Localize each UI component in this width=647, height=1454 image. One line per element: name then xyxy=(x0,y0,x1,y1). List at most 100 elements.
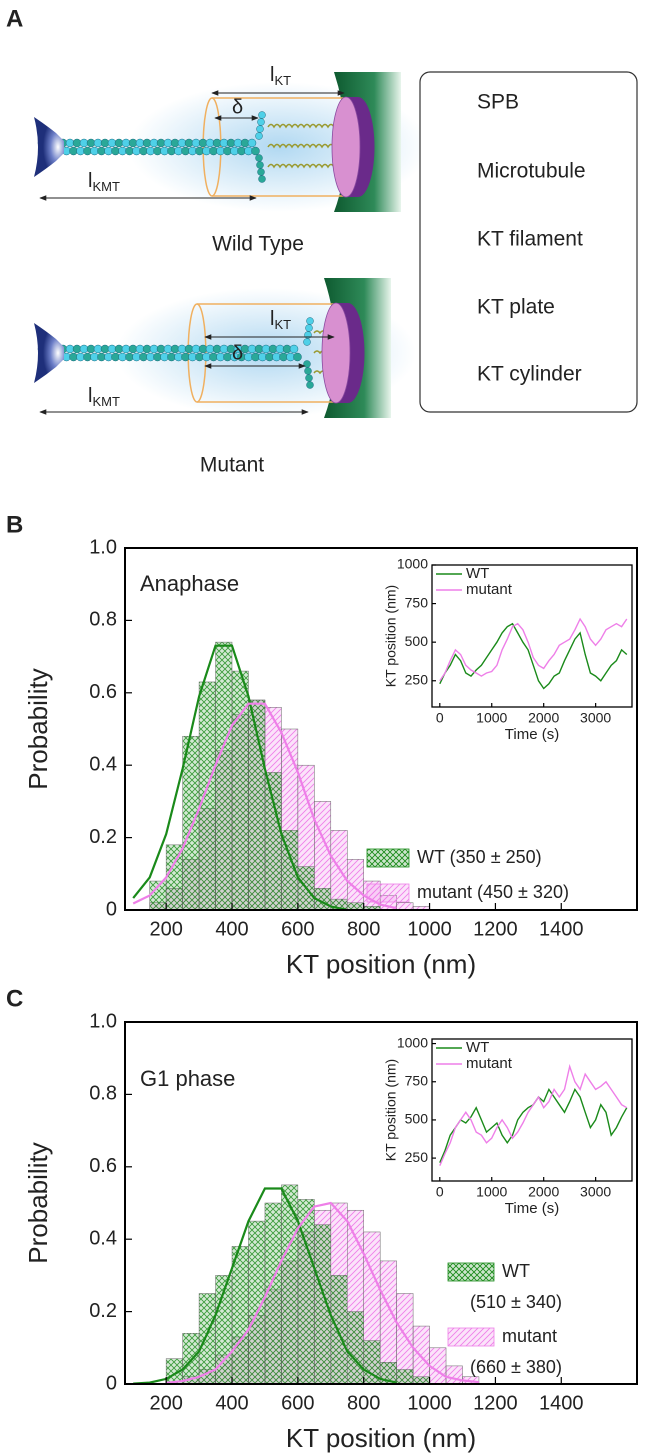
diagram xyxy=(34,72,469,418)
legend-label: mutant xyxy=(466,1055,513,1072)
histogram-bar xyxy=(215,641,233,911)
histogram-bar xyxy=(330,1275,348,1385)
x-tick-label: 1400 xyxy=(539,918,584,940)
protofilament-curl xyxy=(303,338,311,346)
panel-label: C xyxy=(6,985,23,1012)
x-tick-label: 600 xyxy=(281,1392,314,1414)
annotation: Anaphase xyxy=(140,571,239,596)
y-axis-label: Probability xyxy=(23,668,53,789)
x-tick-label: 1000 xyxy=(476,710,507,726)
kt-filament xyxy=(267,123,341,129)
x-tick-label: 200 xyxy=(149,918,182,940)
y-tick-label: 0 xyxy=(106,1372,117,1394)
histogram-bar xyxy=(264,772,282,911)
x-tick-label: 400 xyxy=(215,1392,248,1414)
legend-note: (510 ± 340) xyxy=(470,1292,562,1312)
l-kmt-label: lKMT xyxy=(88,170,120,194)
y-tick-label: 250 xyxy=(405,671,429,687)
kt-plate-face xyxy=(331,96,361,198)
protofilament-curl xyxy=(304,367,312,375)
legend-swatch xyxy=(366,848,410,868)
trace xyxy=(439,1063,628,1166)
x-tick-label: 800 xyxy=(347,918,380,940)
plot-frame xyxy=(431,564,633,708)
fit-curve xyxy=(166,1201,480,1384)
l-kt-label: lKT xyxy=(270,64,291,88)
histogram-bar xyxy=(412,1325,430,1385)
l-kmt-label: lKMT xyxy=(88,385,120,409)
y-axis-label: KT position (nm) xyxy=(383,1059,399,1161)
y-axis-label: Probability xyxy=(23,1142,53,1263)
legend-label: mutant xyxy=(466,581,513,598)
y-tick-label: 750 xyxy=(405,594,429,610)
protofilament-curl xyxy=(306,381,314,389)
histogram-bar xyxy=(396,902,414,911)
panel-label: A xyxy=(6,5,23,32)
y-tick-label: 0 xyxy=(106,898,117,920)
y-tick-label: 0.4 xyxy=(89,1227,117,1249)
kt-filament xyxy=(267,143,341,149)
histogram-bar xyxy=(231,1246,249,1385)
fit-curve xyxy=(132,702,397,910)
legend-label: WT xyxy=(466,1039,489,1056)
x-tick-label: 3000 xyxy=(580,1184,611,1200)
legend-label: Microtubule xyxy=(477,160,586,183)
plot-frame xyxy=(431,1038,633,1182)
legend-label: mutant (450 ± 320) xyxy=(417,882,569,902)
inset-background xyxy=(432,565,632,707)
trace xyxy=(439,622,628,690)
y-tick-label: 500 xyxy=(405,1111,429,1127)
y-tick-label: 0.6 xyxy=(89,681,117,703)
protofilament-curl xyxy=(257,168,265,176)
x-tick-label: 800 xyxy=(347,1392,380,1414)
y-tick-label: 0.2 xyxy=(89,826,117,848)
histogram-bar xyxy=(198,681,216,911)
protofilament-curl xyxy=(258,175,266,183)
legend-label: WT xyxy=(502,1261,530,1281)
x-axis-label: KT position (nm) xyxy=(286,949,476,979)
legend-label: mutant xyxy=(502,1326,557,1346)
histogram-bar xyxy=(429,1347,447,1385)
y-tick-label: 1.0 xyxy=(89,536,117,558)
x-tick-label: 1400 xyxy=(539,1392,584,1414)
delta-label: δ xyxy=(232,96,243,118)
caption: Wild Type xyxy=(212,233,304,256)
inset-background xyxy=(432,1039,632,1181)
y-axis-label: KT position (nm) xyxy=(383,585,399,687)
x-tick-label: 600 xyxy=(281,918,314,940)
y-tick-label: 0.4 xyxy=(89,753,117,775)
panel-label: B xyxy=(6,511,23,538)
histogram-bar xyxy=(347,859,364,911)
protofilament-curl xyxy=(306,317,314,325)
x-tick-label: 1000 xyxy=(407,918,452,940)
x-tick-label: 1200 xyxy=(473,1392,518,1414)
kt-plate-face xyxy=(321,302,351,404)
legend-swatch xyxy=(366,883,410,903)
microtubule-subunit xyxy=(293,352,302,362)
trace xyxy=(439,617,628,682)
x-axis-label: Time (s) xyxy=(505,726,559,743)
histogram-bar xyxy=(396,1369,414,1385)
x-tick-label: 3000 xyxy=(580,710,611,726)
y-tick-label: 0.2 xyxy=(89,1300,117,1322)
microtubule-subunit xyxy=(289,344,299,354)
x-tick-label: 0 xyxy=(436,1184,444,1200)
legend-label: WT (350 ± 250) xyxy=(417,847,542,867)
histogram-bar xyxy=(412,1376,430,1385)
protofilament-curl xyxy=(256,125,264,133)
protofilament-curl xyxy=(256,161,264,169)
x-tick-label: 2000 xyxy=(528,1184,559,1200)
histogram-bar xyxy=(445,1365,463,1385)
legend-note: (660 ± 380) xyxy=(470,1357,562,1377)
y-tick-label: 0.8 xyxy=(89,1083,117,1105)
protofilament-curl xyxy=(257,118,265,126)
x-axis-label: KT position (nm) xyxy=(286,1423,476,1453)
annotation: G1 phase xyxy=(140,1066,235,1091)
y-tick-label: 500 xyxy=(405,633,429,649)
plot-frame xyxy=(124,1021,638,1385)
x-tick-label: 200 xyxy=(149,1392,182,1414)
legend-swatch xyxy=(447,1262,495,1282)
legend-label: WT xyxy=(466,565,489,582)
histogram-bar xyxy=(314,1224,332,1385)
y-tick-label: 1.0 xyxy=(89,1010,117,1032)
